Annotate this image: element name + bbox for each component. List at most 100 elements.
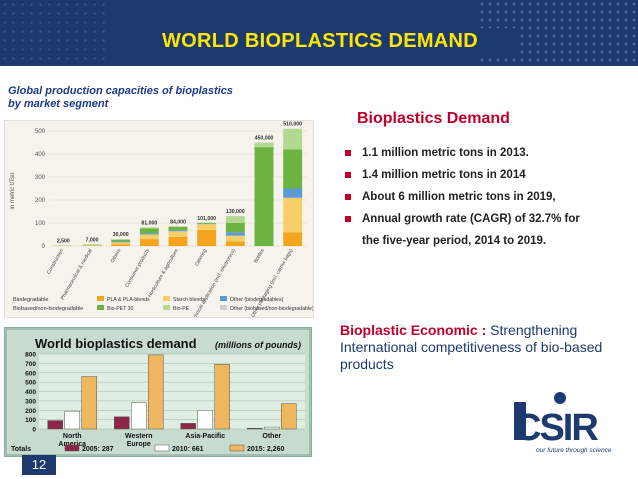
bar-segment bbox=[140, 239, 159, 246]
bar-segment bbox=[197, 230, 216, 246]
bar-segment bbox=[283, 149, 302, 188]
bar bbox=[264, 427, 279, 429]
bar-segment bbox=[169, 231, 188, 237]
x-tick-label: Catering bbox=[194, 248, 209, 268]
bar-segment bbox=[197, 224, 216, 230]
x-tick-label: Consumer products bbox=[124, 248, 151, 289]
legend-label: Starch blends bbox=[173, 297, 205, 303]
bar-segment bbox=[169, 227, 188, 230]
y-tick-label: 800 bbox=[25, 352, 36, 359]
world-demand-chart-svg: World bioplastics demand (millions of pou… bbox=[5, 328, 311, 456]
bar-segment bbox=[283, 198, 302, 233]
bar-segment bbox=[169, 230, 188, 231]
data-label: 130,000 bbox=[226, 209, 245, 215]
data-label: 450,000 bbox=[255, 136, 274, 142]
csir-logo-mark: CSIR our future through science bbox=[510, 388, 626, 458]
legend-label: 2005: 287 bbox=[82, 446, 114, 453]
bar-segment bbox=[283, 189, 302, 198]
legend-swatch bbox=[155, 445, 169, 451]
y-tick-label: 500 bbox=[25, 380, 36, 387]
bar-segment bbox=[83, 245, 102, 246]
chart-caption-line2: by market segment bbox=[8, 98, 288, 111]
bar bbox=[247, 428, 262, 429]
y-tick-label: 300 bbox=[35, 175, 46, 181]
bar-segment bbox=[111, 244, 130, 246]
y-tick-label: 200 bbox=[35, 198, 46, 204]
bar-segment bbox=[283, 232, 302, 246]
bar-segment bbox=[226, 236, 245, 242]
legend-group-label: Biodegradable bbox=[13, 297, 48, 303]
y-tick-label: 0 bbox=[32, 427, 36, 434]
world-demand-chart: World bioplastics demand (millions of pou… bbox=[4, 327, 312, 457]
y-tick-label: 400 bbox=[35, 152, 46, 158]
bar-segment bbox=[255, 143, 274, 148]
y-axis-label: in metric t/Tsn bbox=[10, 172, 16, 209]
data-label: 7,000 bbox=[86, 237, 99, 243]
legend-swatch bbox=[220, 296, 227, 301]
demand-bullet: 1.4 million metric tons in 2014 bbox=[343, 164, 633, 186]
production-capacity-chart: in metric t/Tsn 0 100 200 300 400 500 2,500 Cons… bbox=[4, 120, 314, 318]
data-label: 30,000 bbox=[113, 232, 129, 238]
bar bbox=[82, 377, 97, 430]
economic-statement: Bioplastic Economic : Strengthening Inte… bbox=[340, 322, 630, 373]
bar-segment bbox=[111, 241, 130, 242]
data-label: 101,000 bbox=[197, 216, 216, 222]
data-label: 510,000 bbox=[283, 122, 302, 128]
x-tick-label: North bbox=[63, 433, 82, 440]
bar-segment bbox=[226, 232, 245, 235]
bar bbox=[114, 417, 129, 429]
x-tick-label: Asia-Pacific bbox=[185, 433, 225, 440]
legend-swatch bbox=[65, 445, 79, 451]
x-tick-label: Western bbox=[125, 433, 153, 440]
legend-swatch bbox=[220, 305, 227, 310]
demand-bullet-text: 1.1 million metric tons in 2013. bbox=[362, 147, 529, 159]
data-label: 81,000 bbox=[141, 220, 157, 226]
demand-bullet-text: About 6 million metric tons in 2019, bbox=[362, 191, 556, 203]
x-tick-label: Horticulture & agriculture bbox=[147, 248, 180, 299]
x-tick-label: Others bbox=[110, 248, 123, 264]
bar-segment bbox=[226, 241, 245, 246]
data-label: 2,500 bbox=[57, 238, 70, 244]
bar bbox=[215, 364, 230, 429]
x-tick-label: Bottles bbox=[253, 248, 266, 265]
bar bbox=[48, 421, 63, 429]
y-tick-label: 0 bbox=[42, 244, 46, 250]
bar-segment bbox=[140, 233, 159, 234]
demand-bullet: 1.1 million metric tons in 2013. bbox=[343, 142, 633, 164]
logo-wordmark: CSIR bbox=[514, 407, 598, 449]
bullet-square-icon bbox=[345, 216, 351, 222]
slide-header: WORLD BIOPLASTICS DEMAND bbox=[0, 0, 638, 66]
legend-label: Other (biobased/non-biodegradable) bbox=[230, 306, 313, 312]
demand-bullet-text: the five-year period, 2014 to 2019. bbox=[362, 235, 546, 247]
bar-segment bbox=[226, 223, 245, 232]
demand-bullet-text: 1.4 million metric tons in 2014 bbox=[362, 169, 526, 181]
y-tick-label: 100 bbox=[35, 221, 46, 227]
legend-swatch bbox=[163, 305, 170, 310]
y-tick-label: 200 bbox=[25, 408, 36, 415]
bullet-square-icon bbox=[345, 150, 351, 156]
bar-segment bbox=[255, 147, 274, 246]
legend-swatch bbox=[97, 305, 104, 310]
bullet-square-icon bbox=[345, 172, 351, 178]
slide-title: WORLD BIOPLASTICS DEMAND bbox=[120, 28, 520, 54]
legend-label: 2015: 2,260 bbox=[247, 446, 284, 453]
legend-label: Other (biodegradables) bbox=[230, 297, 284, 303]
economic-label: Bioplastic Economic : bbox=[340, 322, 490, 338]
y-tick-label: 600 bbox=[25, 370, 36, 377]
y-tick-label: 100 bbox=[25, 417, 36, 424]
y-tick-label: 300 bbox=[25, 398, 36, 405]
bar bbox=[131, 403, 146, 429]
demand-bullet-continuation: the five-year period, 2014 to 2019. bbox=[343, 230, 633, 252]
logo-dot bbox=[554, 392, 566, 404]
bar-segment bbox=[226, 216, 245, 223]
header-dot-pattern-left bbox=[0, 0, 110, 66]
bar-segment bbox=[111, 239, 130, 240]
demand-bullet-text: Annual growth rate (CAGR) of 32.7% for bbox=[362, 213, 580, 225]
chart-title: World bioplastics demand bbox=[35, 336, 197, 351]
production-capacity-chart-svg: in metric t/Tsn 0 100 200 300 400 500 2,500 Cons… bbox=[5, 121, 313, 317]
bar-segment bbox=[111, 240, 130, 241]
legend-swatch bbox=[163, 296, 170, 301]
y-tick-label: 500 bbox=[35, 129, 46, 135]
bar-segment bbox=[140, 235, 159, 240]
bar-segment bbox=[111, 242, 130, 244]
